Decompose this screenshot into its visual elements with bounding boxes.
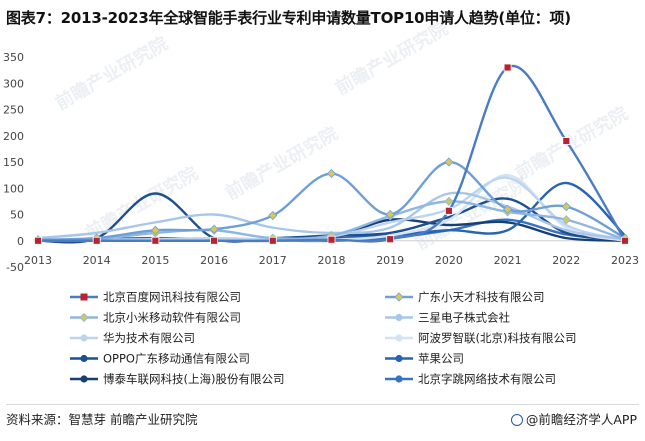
series-0-point-6 [386,235,395,244]
series-0-point-5 [327,235,336,244]
y-tick-label: 350 [3,51,24,64]
legend-label-7: 苹果公司 [418,352,464,366]
legend-marker-6 [80,354,88,363]
series-1-point-4 [268,210,278,221]
legend-marker-5 [395,334,403,342]
legend-label-1: 广东小天才科技有限公司 [418,290,545,304]
series-2-point-9 [561,215,571,225]
series-0-point-7 [444,206,453,215]
series-1-point-3 [209,224,219,234]
series-1-point-9 [561,202,571,212]
legend-label-9: 北京字跳网络技术有限公司 [418,372,556,386]
series-1-point-7 [444,157,454,167]
y-tick-label: 0 [17,235,24,248]
y-tick-label: 250 [3,104,24,117]
series-0-point-0 [34,236,42,245]
series-0-point-10 [621,236,629,245]
legend-marker-7 [395,354,403,363]
series-0-point-4 [268,236,277,245]
series-line-1 [37,160,626,241]
series-1-point-2 [150,225,160,235]
legend-marker-3 [395,313,403,322]
x-tick-label: 2019 [376,254,404,267]
source-note: 资料来源：智慧芽 前瞻产业研究院 [6,412,198,427]
series-0-point-3 [210,236,219,245]
legend-marker-0 [80,293,88,301]
legend-label-6: OPPO广东移动通信有限公司 [103,352,250,366]
x-tick-label: 2022 [552,254,580,267]
series-1-point-5 [326,168,337,179]
series-markers [33,63,630,246]
x-tick-label: 2016 [200,254,228,267]
legend-label-4: 华为技术有限公司 [103,331,195,345]
legend-label-8: 博泰车联网科技(上海)股份有限公司 [103,372,284,386]
chart-title: 图表7：2013-2023年全球智能手表行业专利申请数量TOP10申请人趋势(单… [6,9,571,27]
legend-marker-4 [80,334,88,342]
legend-label-3: 三星电子株式会社 [418,311,510,325]
series-0-point-9 [562,137,571,145]
y-tick-label: 200 [3,130,24,143]
series-0-point-2 [151,236,160,245]
footer-divider [6,404,639,405]
legend-label-0: 北京百度网讯科技有限公司 [103,290,241,304]
watermark-1: 前瞻产业研究院 [332,17,452,99]
series-0-point-1 [92,236,101,245]
legend-marker-1 [394,292,404,302]
x-tick-label: 2023 [611,254,639,267]
brand-text: @前瞻经济学人APP [525,412,637,427]
watermark-2: 前瞻产业研究院 [512,102,632,184]
series-0-point-8 [503,63,512,72]
x-tick-label: 2017 [259,254,287,267]
watermark-4: 前瞻产业研究院 [222,122,342,204]
x-tick-label: 2020 [435,254,463,267]
y-tick-label: 100 [3,182,24,195]
brand-logo-icon [510,414,523,426]
x-tick-label: 2015 [141,254,169,267]
watermark-0: 前瞻产业研究院 [52,32,172,114]
legend-label-2: 北京小米移动软件有限公司 [103,311,241,325]
brand-credit: @前瞻经济学人APP [510,409,637,428]
legend-marker-2 [79,312,89,323]
x-axis: 2013 2014 2015 2016 2017 2018 2019 2020 2021 2022… [24,254,639,267]
series-2-point-7 [444,196,454,206]
y-tick-label: -50 [6,261,24,274]
series-1-point-6 [385,209,395,220]
y-tick-label: 300 [3,77,24,90]
y-tick-label: 50 [10,209,24,222]
legend-label-5: 阿波罗智联(北京)科技有限公司 [418,331,576,345]
x-tick-label: 2021 [494,254,522,267]
series-1-point-8 [503,204,513,214]
legend-marker-9 [395,375,403,383]
x-tick-label: 2013 [24,254,52,267]
legend-marker-8 [80,375,88,383]
y-tick-label: 150 [3,156,24,169]
x-tick-label: 2018 [318,254,346,267]
x-tick-label: 2014 [83,254,111,267]
